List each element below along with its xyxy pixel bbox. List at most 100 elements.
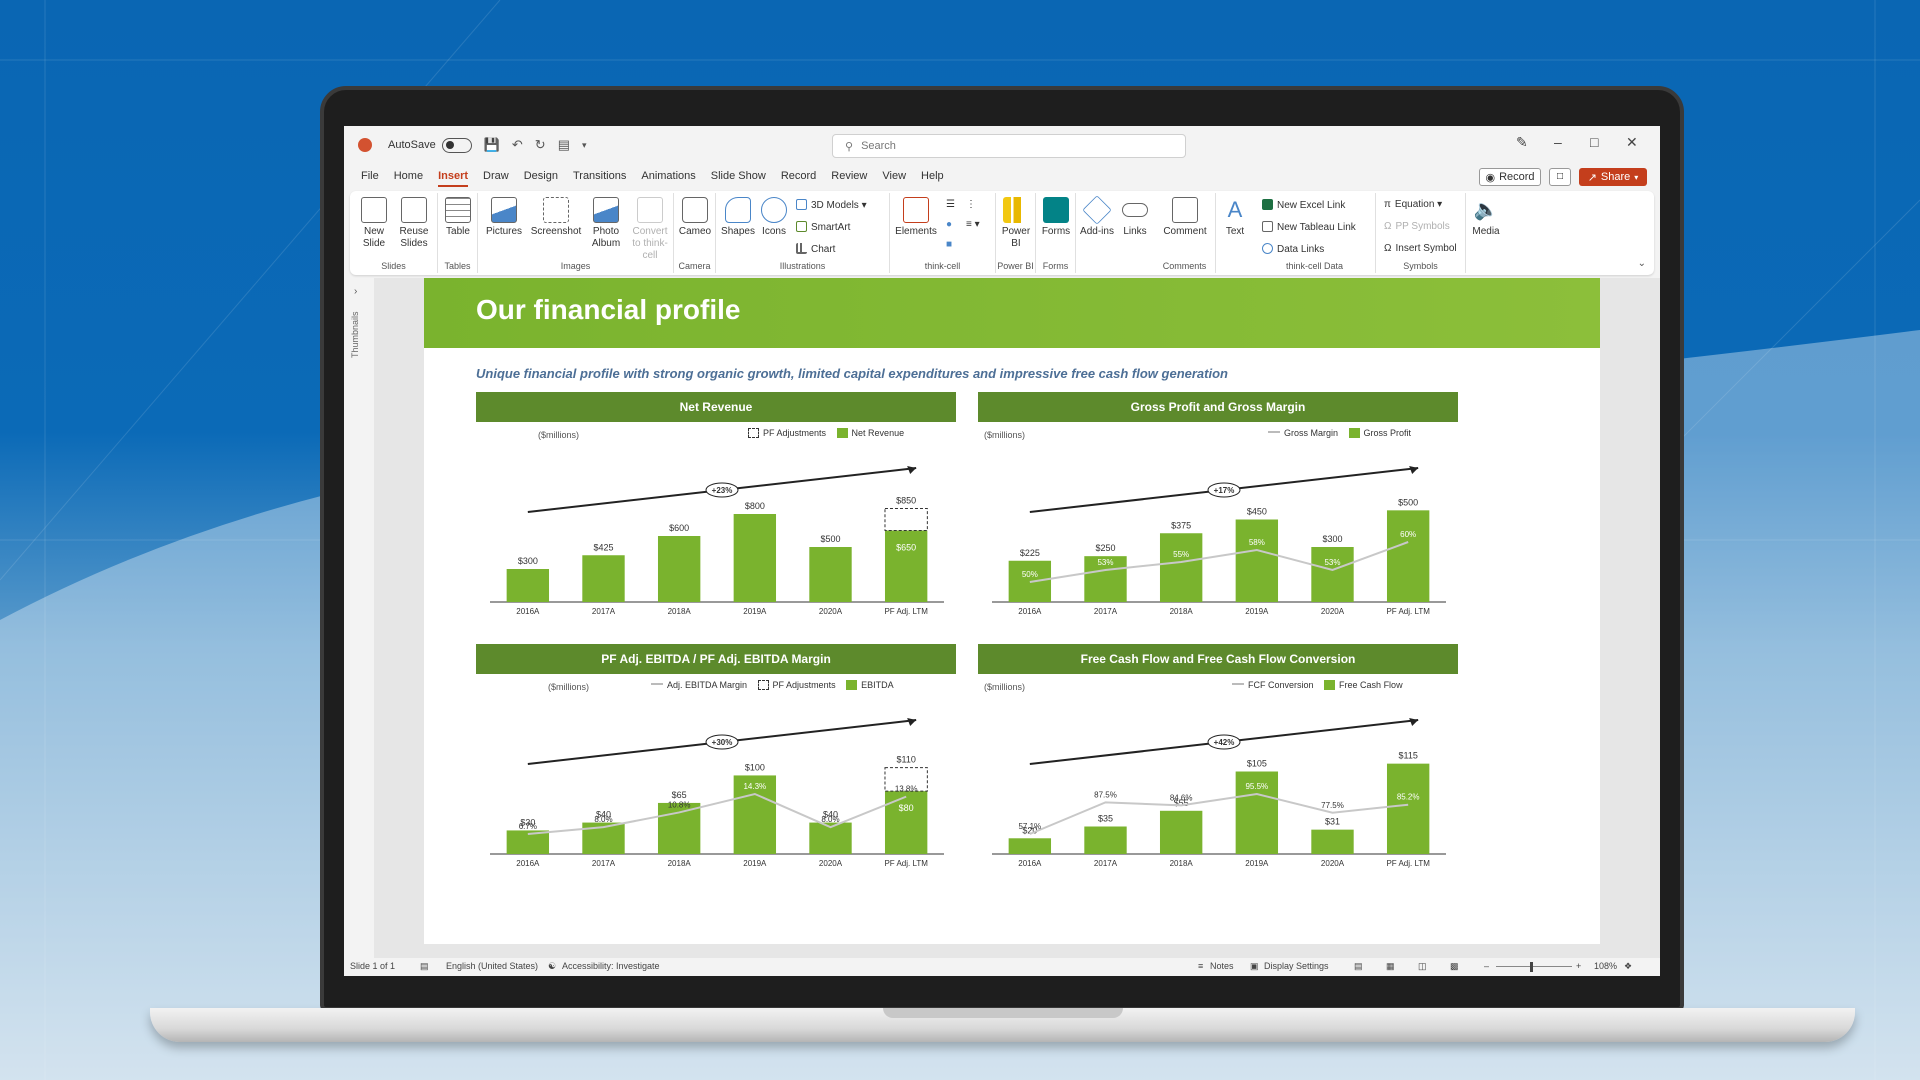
tab-record[interactable]: Record (780, 170, 817, 182)
tab-review[interactable]: Review (831, 170, 868, 182)
share-button[interactable]: ↗ Share ▾ (1579, 168, 1647, 186)
redo-icon[interactable]: ↻ (534, 137, 546, 152)
tab-help[interactable]: Help (921, 170, 944, 182)
legend-label: Net Revenue (851, 428, 905, 438)
autosave-toggle[interactable] (441, 137, 472, 153)
add-ins-button[interactable]: Add-ins (1080, 195, 1114, 238)
accessibility-icon[interactable]: ☯ (548, 961, 557, 971)
maximize-icon[interactable]: □ (1590, 134, 1599, 150)
minimize-icon[interactable]: – (1554, 134, 1562, 150)
fcf-chart[interactable]: $20 2016A $35 2017A $55 2018A $105 2019A $31 2020… (978, 696, 1458, 884)
new-excel-link-button[interactable]: New Excel Link (1262, 199, 1345, 211)
tab-transitions[interactable]: Transitions (572, 170, 627, 182)
convert-thinkcell-button[interactable]: Convert to think-cell (628, 197, 672, 262)
normal-view-icon[interactable]: ▤ (1354, 961, 1363, 971)
shapes-button[interactable]: Shapes (720, 197, 756, 238)
accessibility-status[interactable]: Accessibility: Investigate (562, 961, 660, 971)
tab-draw[interactable]: Draw (483, 170, 509, 182)
elements-button[interactable]: Elements (894, 197, 938, 238)
ribbon-expand-icon[interactable]: ⌄ (1637, 258, 1646, 269)
zoom-slider[interactable] (1496, 966, 1572, 967)
powerpoint-window: AutoSave 💾 ↶ ↻ ▤ ▾ ⚲ Search ✎ – □ ✕ File… (344, 126, 1660, 976)
gross-profit-chart[interactable]: $225 2016A $250 2017A $375 2018A $450 2019A $300… (978, 444, 1458, 632)
thumbnails-pane[interactable]: › Thumbnails (344, 278, 374, 958)
tab-animations[interactable]: Animations (641, 170, 696, 182)
photo-album-button[interactable]: Photo Album (586, 197, 626, 250)
media-button[interactable]: 🔈 Media (1470, 197, 1502, 238)
comment-bubble-icon (1172, 197, 1198, 223)
insert-symbol-button[interactable]: Ω Insert Symbol (1384, 243, 1457, 254)
smartart-button[interactable]: SmartArt (796, 221, 850, 233)
undo-icon[interactable]: ↶ (511, 137, 523, 152)
slide-subtitle[interactable]: Unique financial profile with strong org… (476, 366, 1228, 381)
reading-view-icon[interactable]: ◫ (1418, 961, 1427, 971)
fit-slide-icon[interactable]: ❖ (1624, 961, 1633, 971)
thinkcell-list-icon[interactable]: ☰ (946, 199, 955, 210)
zoom-level[interactable]: 108% (1594, 961, 1618, 971)
pp-symbols-button[interactable]: Ω PP Symbols (1384, 221, 1450, 232)
slide-title[interactable]: Our financial profile (476, 294, 741, 325)
group-label-powerbi: Power BI (997, 261, 1034, 271)
data-links-button[interactable]: Data Links (1262, 243, 1324, 255)
language-indicator[interactable]: English (United States) (446, 961, 539, 971)
bar (1084, 556, 1127, 602)
ebitda-chart[interactable]: $30 2016A $40 2017A $65 2018A $100 2019A $40 2020… (476, 696, 956, 884)
panel-gross-profit: Gross Profit and Gross Margin ($millions… (978, 392, 1458, 632)
thinkcell-grid-icon[interactable]: ⋮ (966, 199, 976, 210)
slide-canvas[interactable]: Our financial profile Unique financial p… (424, 278, 1600, 944)
save-icon[interactable]: 💾 (483, 137, 500, 152)
notes-icon[interactable]: ≡ (1198, 961, 1204, 971)
x-tick-label: 2019A (743, 607, 767, 616)
text-button[interactable]: A Text (1220, 197, 1250, 238)
new-slide-label: New Slide (362, 226, 386, 249)
zoom-in-icon[interactable]: + (1576, 961, 1582, 971)
comments-button[interactable]: □ (1549, 168, 1571, 186)
cameo-button[interactable]: Cameo (678, 197, 712, 238)
search-input[interactable]: ⚲ Search (832, 134, 1186, 158)
tab-design[interactable]: Design (523, 170, 558, 182)
record-button[interactable]: ◉ Record (1479, 168, 1541, 186)
thumbnails-expand-icon[interactable]: › (354, 286, 358, 297)
display-settings-icon[interactable]: ▣ (1250, 961, 1259, 971)
equation-button[interactable]: π Equation ▾ (1384, 199, 1443, 210)
slide-show-icon[interactable]: ▩ (1450, 961, 1459, 971)
chart-button[interactable]: Chart (796, 243, 835, 255)
x-tick-label: 2019A (743, 859, 767, 868)
zoom-out-icon[interactable]: – (1484, 961, 1490, 971)
comment-button[interactable]: Comment (1160, 197, 1210, 238)
icons-button[interactable]: Icons (758, 197, 790, 238)
zoom-slider-thumb[interactable] (1530, 962, 1533, 972)
3d-models-button[interactable]: 3D Models ▾ (796, 199, 867, 211)
notes-button[interactable]: Notes (1210, 961, 1234, 971)
tab-home[interactable]: Home (393, 170, 424, 182)
power-bi-button[interactable]: Power BI (1000, 197, 1032, 250)
display-settings-button[interactable]: Display Settings (1264, 961, 1329, 971)
group-label-thinkcell-data: think-cell Data (1285, 261, 1344, 271)
net-revenue-chart[interactable]: $300 2016A $425 2017A $600 2018A $800 2019A $500… (476, 444, 956, 632)
tab-slide-show[interactable]: Slide Show (710, 170, 766, 182)
tab-view[interactable]: View (882, 170, 907, 182)
forms-button[interactable]: Forms (1040, 197, 1072, 238)
new-slide-button[interactable]: New Slide (356, 197, 392, 250)
pictures-button[interactable]: Pictures (482, 197, 526, 238)
tab-insert[interactable]: Insert (438, 170, 469, 187)
thinkcell-box-icon[interactable]: ■ (946, 239, 953, 250)
close-icon[interactable]: ✕ (1626, 134, 1638, 150)
thinkcell-callout-icon[interactable]: ● (946, 219, 953, 230)
spellcheck-icon[interactable]: ▤ (420, 961, 429, 971)
tab-file[interactable]: File (361, 170, 379, 182)
thinkcell-align-icon[interactable]: ≡ ▾ (966, 219, 980, 230)
screenshot-button[interactable]: Screenshot (528, 197, 584, 238)
group-label-comments: Comments (1162, 261, 1207, 271)
table-button[interactable]: Table (444, 197, 472, 238)
photo-album-icon (593, 197, 619, 223)
bar (1008, 838, 1052, 854)
links-button[interactable]: Links (1118, 197, 1152, 238)
present-icon[interactable]: ▤ (557, 137, 570, 152)
pen-icon[interactable]: ✎ (1516, 134, 1528, 150)
new-tableau-link-button[interactable]: New Tableau Link (1262, 221, 1356, 233)
customize-qat-icon[interactable]: ▾ (582, 139, 587, 150)
reuse-slides-button[interactable]: Reuse Slides (396, 197, 432, 250)
panel-net-revenue: Net Revenue ($millions) PF Adjustments N… (476, 392, 956, 632)
slide-sorter-icon[interactable]: ▦ (1386, 961, 1395, 971)
